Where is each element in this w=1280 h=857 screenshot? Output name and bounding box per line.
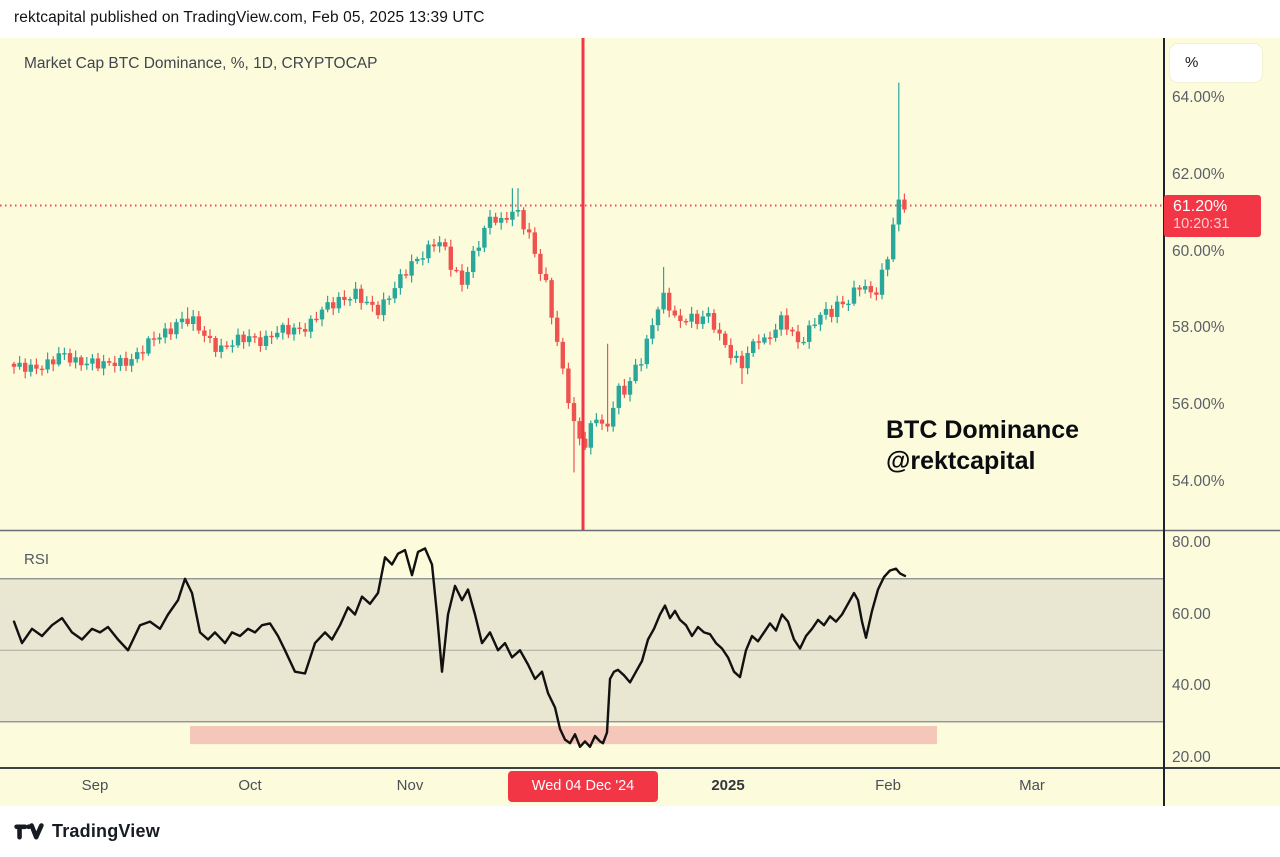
price-axis-label: 54.00% — [1172, 473, 1225, 490]
watermark-line2: @rektcapital — [886, 447, 1036, 475]
rsi-axis-label: 20.00 — [1172, 748, 1211, 766]
watermark-line1: BTC Dominance — [886, 416, 1080, 444]
price-axis-label: 60.00% — [1172, 242, 1225, 260]
price-axis-label: 58.00% — [1172, 319, 1225, 337]
time-axis-label[interactable]: Feb — [875, 777, 901, 794]
chart-background — [0, 38, 1280, 806]
time-axis[interactable]: Sep Oct Nov 2025 Feb Mar — [0, 768, 1280, 806]
publish-bar-text: rektcapital published on TradingView.com… — [14, 9, 485, 26]
bar-countdown: 10:20:31 — [1173, 216, 1230, 232]
tradingview-logo[interactable] — [14, 822, 44, 842]
price-axis-label: 64.00% — [1172, 89, 1225, 106]
rsi-indicator-label[interactable]: RSI — [24, 551, 50, 568]
watermark: BTC Dominance @rektcapital — [886, 415, 1079, 477]
event-date-badge: Wed 04 Dec '24 — [508, 771, 658, 802]
time-axis-label[interactable]: Mar — [1019, 777, 1045, 794]
time-axis-label[interactable]: Sep — [81, 777, 109, 794]
brand-name[interactable]: TradingView — [52, 821, 160, 841]
price-axis-label: 56.00% — [1172, 396, 1225, 414]
rsi-axis-label: 40.00 — [1172, 677, 1211, 694]
publish-bar: rektcapital published on TradingView.com… — [0, 0, 1280, 38]
price-unit-button[interactable]: % — [1170, 44, 1262, 82]
price-axis-label: 62.00% — [1172, 165, 1225, 183]
time-axis-label[interactable]: Nov — [396, 777, 424, 794]
time-axis-label[interactable]: 2025 — [711, 777, 745, 794]
rsi-axis-label: 80.00 — [1172, 534, 1211, 551]
footer: TradingView — [0, 806, 1280, 857]
last-price-badge: 61.20% 10:20:31 — [1164, 195, 1261, 237]
rsi-axis-label: 60.00 — [1172, 605, 1211, 623]
last-price-value: 61.20% — [1173, 198, 1228, 215]
time-axis-label[interactable]: Oct — [238, 777, 262, 794]
symbol-title[interactable]: Market Cap BTC Dominance, %, 1D, CRYPTOC… — [24, 55, 378, 72]
